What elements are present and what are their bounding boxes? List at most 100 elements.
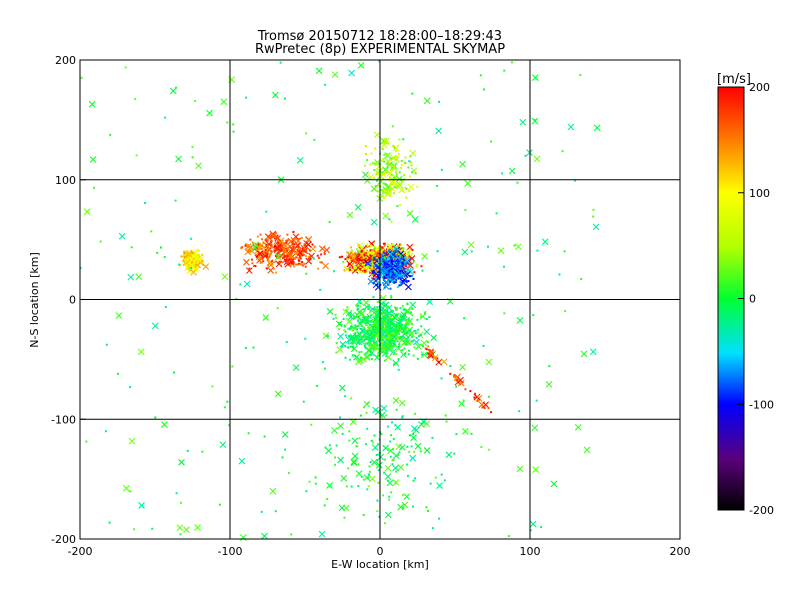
data-point [365,332,368,335]
data-point [372,259,375,262]
data-point [184,258,187,261]
data-point [399,270,402,273]
data-point [540,526,543,529]
data-point [249,238,252,241]
data-point [347,268,350,271]
data-point [370,256,373,259]
data-point [474,392,477,395]
data-point [377,327,380,330]
data-point-cross [337,422,344,430]
data-point [403,331,406,334]
data-point [244,346,247,349]
data-point [303,262,306,265]
data-point [381,253,384,256]
data-point [291,240,294,243]
data-point [389,280,392,283]
data-point [276,252,279,255]
data-point [297,257,300,260]
data-point [426,509,429,512]
data-point [411,92,414,95]
data-point [376,306,379,309]
data-point [226,121,229,124]
data-point [381,416,384,419]
data-point [503,69,506,72]
data-point-cross [322,262,329,270]
data-point-cross [220,98,228,106]
data-point [397,184,400,187]
data-point [288,257,291,260]
data-point [377,195,380,198]
data-point [365,251,368,254]
data-point [368,338,371,341]
data-point [463,317,466,320]
data-point [391,309,394,312]
data-point-cross [243,258,250,266]
data-point-cross [371,444,379,452]
data-point-cross [458,400,465,408]
data-point [404,156,407,159]
data-point [371,162,374,165]
data-point [561,150,564,153]
data-point [180,501,183,504]
data-point [279,255,282,258]
data-point [367,328,370,331]
data-point [291,260,294,263]
data-point [398,247,401,250]
data-point [382,312,385,315]
data-point [278,260,281,263]
data-point [564,310,567,313]
data-point [357,485,360,488]
data-point [387,261,390,264]
data-point [401,335,404,338]
data-point [381,275,384,278]
data-point-cross [430,334,438,342]
data-point-cross [383,260,390,268]
data-point [377,184,380,187]
data-point-cross [475,394,483,402]
data-point-cross [393,155,401,163]
data-point [135,154,138,157]
data-point [412,339,415,342]
data-point [438,360,441,363]
data-point [296,250,299,253]
data-point [367,341,370,344]
data-point [270,243,273,246]
data-point [400,272,403,275]
data-point [276,307,279,310]
data-point [295,253,298,256]
data-point-cross [380,294,387,302]
data-point [362,261,365,264]
data-point [403,308,406,311]
data-point [408,256,411,259]
data-point [272,249,275,252]
data-point [264,248,267,251]
data-point [360,350,363,353]
data-point [192,261,195,264]
data-point-cross [403,307,411,315]
data-point [406,474,409,477]
data-point [454,376,457,379]
data-point [393,342,396,345]
data-point [389,256,392,259]
data-point [182,260,185,263]
data-point-cross [384,152,391,159]
data-point [366,159,369,162]
data-point-cross [431,354,439,362]
data-point-cross [516,317,524,324]
data-point [388,327,391,330]
data-point [262,246,265,249]
data-point [383,265,386,268]
data-point [349,268,352,271]
data-point [194,264,197,267]
data-point [188,267,191,270]
data-point [406,336,409,339]
data-point [353,315,356,318]
data-point-cross [342,308,350,316]
data-point [392,276,395,279]
data-point [376,328,379,331]
data-point [400,244,403,247]
data-point-cross [274,390,282,398]
data-point [406,445,409,448]
data-point [397,321,400,324]
data-point [390,296,393,299]
